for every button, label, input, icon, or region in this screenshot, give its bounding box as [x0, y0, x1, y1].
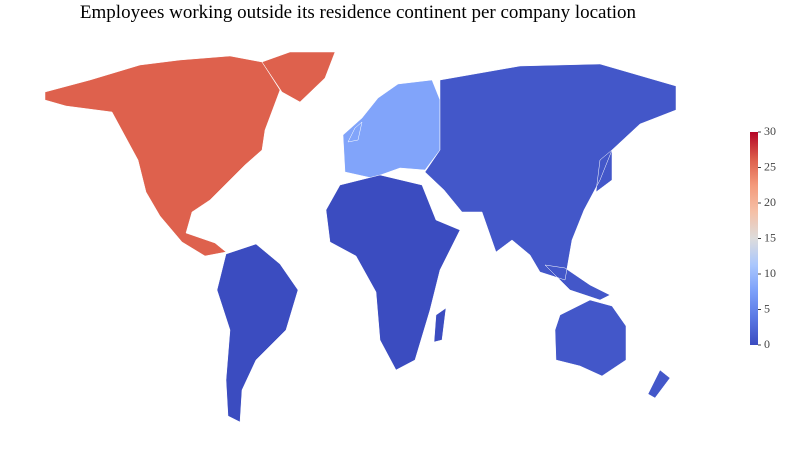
colorbar-tick-label: 30	[764, 124, 776, 138]
region	[554, 299, 671, 399]
colorbar-tick-label: 0	[764, 337, 770, 351]
region	[342, 79, 441, 179]
region	[44, 51, 336, 257]
region	[424, 63, 677, 301]
chart-title: Employees working outside its residence …	[80, 2, 637, 23]
colorbar-tick-label: 15	[764, 230, 776, 244]
colorbar	[750, 132, 758, 345]
region	[216, 243, 299, 423]
colorbar-tick-label: 20	[764, 195, 776, 209]
colorbar-tick-label: 25	[764, 159, 776, 173]
colorbar-tick-label: 5	[764, 301, 770, 315]
region	[325, 174, 461, 371]
colorbar-tick-label: 10	[764, 266, 776, 280]
